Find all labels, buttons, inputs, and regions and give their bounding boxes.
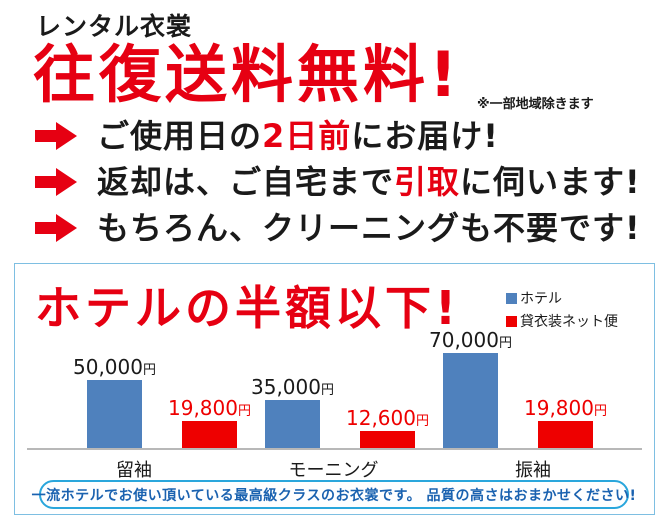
value-number: 19,800 [524,395,594,420]
legend-swatch [506,315,517,327]
plain-text: にお届け! [351,117,499,155]
arrow-right-icon [35,214,77,242]
category-label: 振袖 [515,460,551,481]
legend-label: 貸衣装ネット便 [520,314,618,330]
bar [538,421,593,448]
benefit-item: もちろん、クリーニングも不要です! [35,211,641,245]
quality-banner-text: 一流ホテルでお使い頂いている最高級クラスのお衣裳です。 品質の高さはおまかせくだ… [31,487,637,504]
bar-value-label: 12,600円 [346,407,429,429]
bar-column: 12,600円 [346,407,429,448]
plain-text: 返却は、ご自宅まで [97,163,395,201]
bar-value-label: 19,800円 [168,397,251,419]
bar [265,400,320,448]
bar-value-label: 50,000円 [73,356,156,378]
chart-legend: ホテル貸衣装ネット便 [506,288,618,331]
bar [360,431,415,448]
bar-value-label: 35,000円 [251,376,334,398]
value-unit: 円 [593,403,607,419]
bar-column: 35,000円 [251,376,334,448]
page-title: 往復送料無料! [33,38,462,111]
highlight-text: 引取 [394,163,461,201]
arrow-right-icon [35,122,77,150]
plain-text: に伺います! [460,163,641,201]
legend-swatch [506,292,517,304]
value-number: 19,800 [168,395,238,420]
benefit-item: ご使用日の2日前にお届け! [35,119,641,153]
benefit-text: もちろん、クリーニングも不要です! [97,212,641,244]
chart-title: ホテルの半額以下! [35,281,460,335]
legend-item: ホテル [506,288,618,308]
bar-value-label: 70,000円 [429,329,512,351]
bar [87,380,142,448]
bar-column: 70,000円 [429,329,512,448]
legend-item: 貸衣装ネット便 [506,311,618,331]
arrow-right-icon [35,168,77,196]
category-axis: 留袖 モーニング 振袖 [15,456,654,482]
price-comparison-panel: ホテルの半額以下! ホテル 貸衣装ネット便 50,000円 19,800円 35,00… [14,263,655,515]
plain-text: ご使用日の [97,117,263,155]
page-subtitle: レンタル衣裳 [36,12,193,41]
benefit-text: 返却は、ご自宅まで引取に伺います! [97,166,641,198]
bar-chart: 50,000円 19,800円 35,000円 12,600円 70,000円 19,80… [15,328,654,448]
legend-label: ホテル [520,291,562,307]
region-note: ※一部地域除きます [477,97,594,112]
benefit-text: ご使用日の2日前にお届け! [97,120,499,152]
x-axis-line [27,448,642,450]
highlight-text: 2日前 [262,117,352,155]
bar-group: 50,000円 19,800円 [73,356,251,448]
value-number: 50,000 [73,354,143,379]
category-label: 留袖 [116,460,152,481]
bar-column: 19,800円 [524,397,607,448]
value-unit: 円 [498,335,512,351]
value-unit: 円 [415,413,429,429]
bar-column: 19,800円 [168,397,251,448]
category-label: モーニング [288,460,379,481]
bar [182,421,237,448]
value-number: 70,000 [429,327,499,352]
bar-value-label: 19,800円 [524,397,607,419]
bar-column: 50,000円 [73,356,156,448]
bar-group: 35,000円 12,600円 [251,376,429,448]
value-number: 35,000 [251,374,321,399]
value-unit: 円 [142,362,156,378]
value-number: 12,600 [346,405,416,430]
bar-group: 70,000円 19,800円 [429,329,607,448]
value-unit: 円 [320,382,334,398]
benefit-item: 返却は、ご自宅まで引取に伺います! [35,165,641,199]
value-unit: 円 [237,403,251,419]
bar [443,353,498,448]
benefit-list: ご使用日の2日前にお届け! 返却は、ご自宅まで引取に伺います! もちろん、クリーニン… [35,119,641,257]
quality-banner: 一流ホテルでお使い頂いている最高級クラスのお衣裳です。 品質の高さはおまかせくだ… [32,480,636,509]
plain-text: もちろん、クリーニングも不要です! [97,209,641,247]
